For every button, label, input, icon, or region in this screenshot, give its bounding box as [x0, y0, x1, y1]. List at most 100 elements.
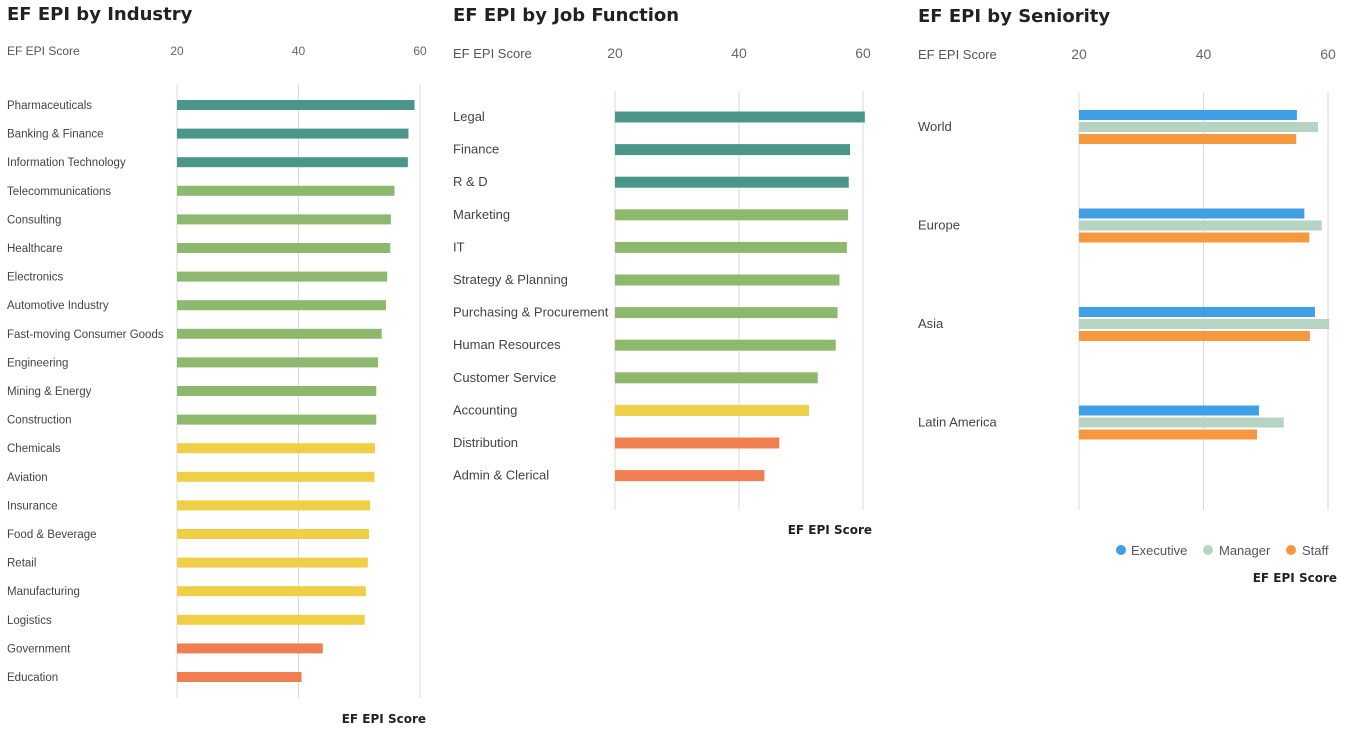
seniority-bar-manager: [1079, 319, 1330, 329]
job-function-tick-40: 40: [731, 45, 747, 61]
seniority-bar-manager: [1079, 122, 1319, 132]
job-function-category-label: Finance: [453, 142, 499, 157]
job-function-category-label: Admin & Clerical: [453, 468, 549, 483]
industry-category-label: Food & Beverage: [7, 529, 97, 541]
industry-category-label: Healthcare: [7, 243, 63, 255]
legend-label-executive: Executive: [1131, 543, 1187, 558]
industry-category-label: Banking & Finance: [7, 129, 104, 141]
industry-chart: EF EPI by Industry EF EPI Score EF EPI S…: [7, 4, 427, 726]
job-function-category-label: Accounting: [453, 402, 517, 417]
industry-axis-label: EF EPI Score: [7, 44, 80, 58]
industry-category-label: Telecommunications: [7, 186, 111, 198]
industry-bar: [177, 214, 391, 225]
job-function-bar: [615, 372, 818, 384]
industry-bar: [177, 643, 323, 654]
industry-category-label: Retail: [7, 558, 36, 570]
job-function-bar: [615, 339, 836, 351]
industry-bar: [177, 672, 302, 682]
industry-category-label: Logistics: [7, 615, 52, 627]
seniority-category-label: Europe: [918, 218, 960, 233]
industry-bar: [177, 357, 379, 368]
industry-category-label: Mining & Energy: [7, 386, 92, 398]
industry-bar: [177, 414, 377, 425]
seniority-category-label: Asia: [918, 316, 944, 331]
industry-category-label: Construction: [7, 415, 72, 427]
industry-bar: [177, 500, 371, 511]
seniority-axis-label: EF EPI Score: [918, 47, 997, 62]
industry-bar: [177, 529, 369, 539]
legend-swatch-executive: [1116, 545, 1126, 555]
job-function-chart-title: EF EPI by Job Function: [453, 5, 679, 26]
job-function-tick-60: 60: [855, 45, 871, 61]
industry-category-label: Information Technology: [7, 157, 126, 169]
job-function-category-label: IT: [453, 239, 465, 254]
job-function-bar: [615, 111, 865, 123]
seniority-bar-staff: [1079, 331, 1310, 341]
legend-swatch-staff: [1286, 545, 1296, 555]
industry-tick-60: 60: [413, 44, 427, 58]
industry-category-label: Engineering: [7, 357, 68, 369]
industry-category-label: Automotive Industry: [7, 300, 109, 312]
job-function-x-axis-title: EF EPI Score: [788, 523, 872, 537]
industry-category-label: Fast-moving Consumer Goods: [7, 329, 164, 341]
industry-bar: [177, 386, 377, 396]
seniority-tick-40: 40: [1196, 46, 1212, 62]
job-function-category-label: Human Resources: [453, 337, 561, 352]
job-function-bar: [615, 241, 847, 253]
seniority-chart-title: EF EPI by Seniority: [918, 6, 1110, 27]
legend-label-manager: Manager: [1219, 543, 1271, 558]
seniority-tick-60: 60: [1320, 46, 1336, 62]
industry-bar: [177, 300, 386, 311]
seniority-category-label: World: [918, 119, 952, 134]
seniority-x-axis-title: EF EPI Score: [1253, 571, 1337, 585]
job-function-category-label: Marketing: [453, 207, 510, 222]
industry-chart-title: EF EPI by Industry: [7, 4, 193, 25]
industry-category-label: Aviation: [7, 472, 48, 484]
job-function-bar: [615, 144, 850, 156]
industry-bar: [177, 471, 375, 482]
industry-tick-20: 20: [170, 44, 184, 58]
job-function-bar: [615, 176, 849, 188]
job-function-chart: EF EPI by Job Function EF EPI Score EF E…: [453, 5, 872, 537]
job-function-bar: [615, 209, 849, 221]
industry-category-label: Chemicals: [7, 443, 61, 455]
job-function-category-label: Strategy & Planning: [453, 272, 568, 287]
job-function-bar: [615, 437, 780, 449]
seniority-bar-executive: [1079, 110, 1297, 120]
job-function-category-label: Legal: [453, 109, 485, 124]
industry-category-label: Education: [7, 672, 58, 684]
job-function-tick-20: 20: [607, 45, 623, 61]
industry-category-label: Government: [7, 643, 71, 655]
industry-bar: [177, 243, 391, 253]
industry-bar: [177, 614, 365, 625]
seniority-chart: EF EPI by Seniority EF EPI Score EF EPI …: [918, 6, 1337, 585]
job-function-category-label: Distribution: [453, 435, 518, 450]
legend-swatch-manager: [1203, 545, 1213, 555]
industry-category-label: Manufacturing: [7, 586, 80, 598]
job-function-axis-label: EF EPI Score: [453, 46, 532, 61]
seniority-bar-executive: [1079, 405, 1259, 416]
seniority-bar-staff: [1079, 232, 1310, 243]
job-function-bar: [615, 274, 840, 286]
industry-bar: [177, 157, 408, 168]
industry-category-label: Insurance: [7, 500, 58, 512]
industry-x-axis-title: EF EPI Score: [342, 712, 426, 726]
industry-category-label: Pharmaceuticals: [7, 100, 92, 112]
industry-bar: [177, 443, 376, 454]
legend-label-staff: Staff: [1302, 543, 1329, 558]
industry-bar: [177, 557, 368, 568]
industry-bar: [177, 586, 366, 597]
industry-bar: [177, 271, 388, 282]
seniority-bar-staff: [1079, 429, 1258, 440]
job-function-bar: [615, 404, 810, 416]
industry-category-label: Consulting: [7, 214, 61, 226]
job-function-category-label: R & D: [453, 174, 488, 189]
seniority-category-label: Latin America: [918, 415, 998, 430]
job-function-bar: [615, 307, 838, 319]
seniority-bar-executive: [1079, 208, 1305, 219]
job-function-category-label: Customer Service: [453, 370, 556, 385]
seniority-bar-executive: [1079, 307, 1315, 317]
industry-bar: [177, 128, 409, 139]
seniority-bar-manager: [1079, 220, 1322, 231]
